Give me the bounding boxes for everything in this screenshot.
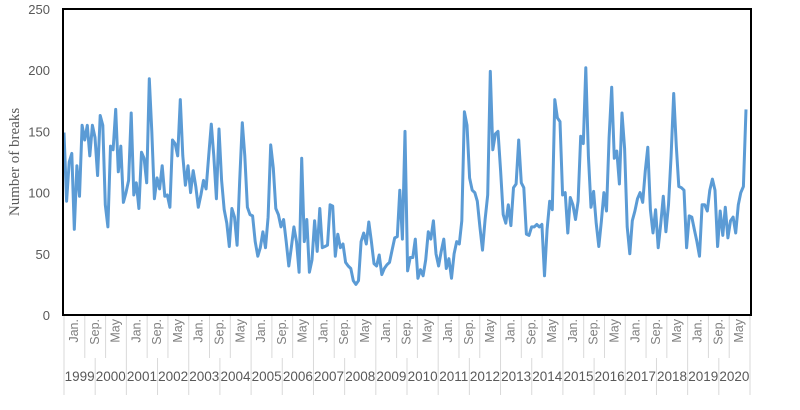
x-year-label: 2009 [376, 369, 406, 384]
x-year-label: 2008 [345, 369, 375, 384]
x-month-tick-label: Sep. [337, 319, 351, 345]
series-line-number-of-breaks [62, 66, 748, 286]
y-tick-label: 50 [36, 247, 50, 262]
y-axis-title: Number of breaks [7, 108, 23, 216]
x-month-tick-label: Sep. [88, 319, 102, 345]
x-year-label: 2015 [563, 369, 593, 384]
x-month-tick-label: May [420, 318, 434, 342]
x-month-tick-label: Sep. [649, 319, 663, 345]
x-year-label: 2018 [657, 369, 687, 384]
x-month-tick-label: Jan. [504, 319, 518, 343]
x-year-label: 2005 [252, 369, 282, 384]
y-tick-label: 100 [28, 186, 50, 201]
y-tick-label: 150 [28, 124, 50, 139]
x-year-label: 2011 [439, 369, 468, 384]
x-year-label: 2014 [532, 369, 563, 384]
x-year-label: 2004 [220, 369, 251, 384]
x-month-tick-label: Jan. [254, 319, 268, 343]
x-year-label: 2013 [501, 369, 531, 384]
x-month-tick-label: May [607, 318, 621, 342]
x-year-label: 2012 [470, 369, 500, 384]
x-year-label: 2000 [96, 369, 126, 384]
x-year-label: 2001 [127, 369, 157, 384]
y-axis-ticks: 0 50 100 150 200 250 [28, 2, 50, 323]
x-month-tick-label: May [109, 318, 123, 342]
x-month-tick-label: Jan. [192, 319, 206, 343]
x-month-tick-label: Jan. [379, 319, 393, 343]
x-year-label: 2017 [626, 369, 656, 384]
x-month-tick-label: Jan. [316, 319, 330, 343]
x-year-label: 2016 [595, 369, 625, 384]
x-year-label: 2003 [189, 369, 219, 384]
x-month-tick-label: May [670, 318, 684, 342]
x-year-label: 1999 [65, 369, 95, 384]
x-month-tick-label: May [296, 318, 310, 342]
x-month-tick-label: May [732, 318, 746, 342]
y-tick-label: 200 [28, 63, 50, 78]
x-month-tick-label: May [233, 318, 247, 342]
x-month-tick-label: Sep. [400, 319, 414, 345]
x-month-tick-label: Sep. [524, 319, 538, 345]
x-year-label: 2002 [158, 369, 188, 384]
y-tick-label: 250 [28, 2, 50, 17]
x-month-tick-label: Sep. [587, 319, 601, 345]
x-month-tick-label: Sep. [462, 319, 476, 345]
x-month-tick-label: Sep. [275, 319, 289, 345]
x-month-tick-label: May [358, 318, 372, 342]
x-axis: Jan. Sep. May Jan. Sep. May Jan. Sep. May Jan. Sep… [63, 314, 751, 395]
x-month-tick-label: Sep. [150, 319, 164, 345]
x-month-tick-label: Jan. [566, 319, 580, 343]
y-tick-label: 0 [43, 308, 50, 323]
x-month-tick-label: Sep. [711, 319, 725, 345]
plot-area-border [62, 8, 752, 316]
x-month-tick-label: May [545, 318, 559, 342]
x-month-tick-label: Jan. [67, 319, 81, 343]
x-month-tick-label: Sep. [213, 319, 227, 345]
x-year-label: 2006 [283, 369, 313, 384]
x-month-tick-label: May [483, 318, 497, 342]
x-year-label: 2007 [314, 369, 344, 384]
x-year-label: 2010 [408, 369, 438, 384]
x-month-tick-label: May [171, 318, 185, 342]
x-month-tick-label: Jan. [628, 319, 642, 343]
x-year-label: 2020 [719, 369, 749, 384]
x-month-tick-label: Jan. [129, 319, 143, 343]
x-month-tick-label: Jan. [691, 319, 705, 343]
x-month-tick-label: Jan. [441, 319, 455, 343]
x-year-label: 2019 [688, 369, 718, 384]
